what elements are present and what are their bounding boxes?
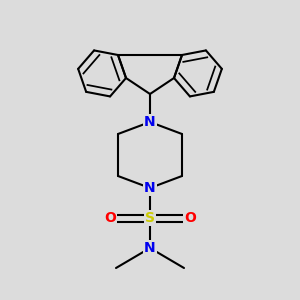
Text: N: N [144, 241, 156, 255]
Text: O: O [184, 211, 196, 225]
Text: O: O [104, 211, 116, 225]
Text: N: N [144, 181, 156, 195]
Text: S: S [145, 211, 155, 225]
Text: N: N [144, 115, 156, 129]
